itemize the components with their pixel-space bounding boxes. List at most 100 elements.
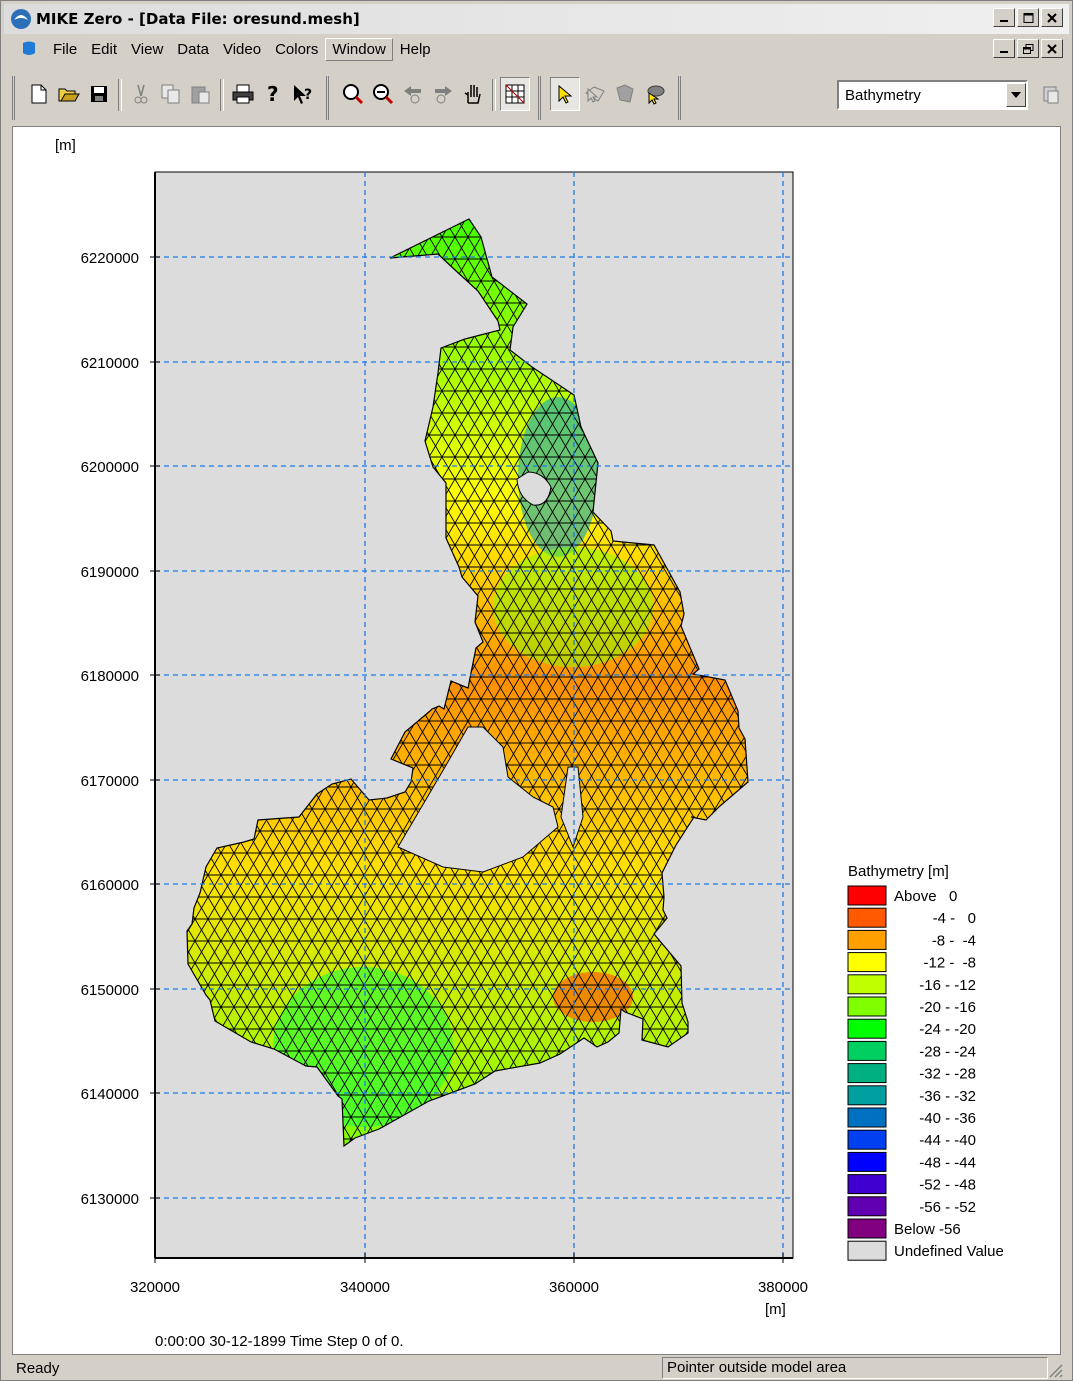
legend-swatch [847, 1040, 887, 1061]
help-button[interactable]: ? [258, 77, 288, 111]
legend-swatch [847, 885, 887, 906]
y-tick-label: 6210000 [81, 355, 139, 372]
legend-label: -40 - -36 [919, 1110, 976, 1127]
legend-title: Bathymetry [m] [848, 863, 949, 880]
x-axis-ticks [154, 1253, 784, 1263]
status-bar: Ready Pointer outside model area [4, 1356, 1069, 1380]
bathymetry-plot[interactable]: [m] [13, 127, 1060, 1354]
close-icon [1047, 43, 1057, 54]
close-icon [1047, 12, 1057, 23]
item-select-dropdown[interactable]: Bathymetry [837, 80, 1028, 110]
menu-colors[interactable]: Colors [275, 40, 319, 58]
y-tick-label: 6160000 [81, 877, 139, 894]
legend-label: -56 - -52 [919, 1199, 976, 1216]
svg-text:?: ? [267, 83, 279, 105]
save-icon [91, 86, 107, 102]
select-lasso-icon [647, 85, 665, 105]
legend-swatch [847, 1063, 887, 1084]
legend-swatch [847, 1218, 887, 1239]
select-region-button[interactable] [610, 77, 640, 111]
legend-swatch [847, 1085, 887, 1106]
zoom-previous-button[interactable] [398, 77, 428, 111]
legend-swatch [847, 952, 887, 973]
y-tick-label: 6200000 [81, 459, 139, 476]
menu-video[interactable]: Video [222, 40, 262, 58]
plot-view[interactable]: [m] [12, 126, 1061, 1355]
menu-file[interactable]: File [53, 40, 78, 58]
cut-icon [134, 84, 148, 104]
zoom-out-button[interactable] [368, 77, 398, 111]
legend-label: -12 - -8 [923, 955, 976, 972]
legend-label: -28 - -24 [919, 1043, 976, 1060]
toolbar-grip [678, 76, 688, 120]
y-tick-label: 6190000 [81, 564, 139, 581]
title-bar[interactable]: MIKE Zero - [Data File: oresund.mesh] [4, 4, 1069, 34]
show-mesh-icon [505, 84, 525, 104]
legend: Bathymetry [m] Above 0 -4 - 0 -8 - -4 -12 -… [847, 863, 1004, 1261]
resize-grip-icon[interactable] [1047, 1362, 1063, 1378]
item-select-value: Bathymetry [845, 86, 921, 104]
zoom-next-button[interactable] [428, 77, 458, 111]
close-button[interactable] [1041, 8, 1063, 27]
restore-icon [1022, 43, 1033, 54]
paste-icon [191, 86, 210, 104]
maximize-button[interactable] [1017, 8, 1039, 27]
x-tick-label: 320000 [130, 1279, 180, 1296]
status-text: Ready [16, 1360, 60, 1377]
legend-label: Below -56 [894, 1221, 961, 1238]
toolbar-grip [12, 76, 22, 120]
dropdown-arrow-button[interactable] [1006, 83, 1026, 107]
doc-close-button[interactable] [1041, 39, 1063, 58]
context-help-icon: ? [294, 85, 312, 104]
print-button[interactable] [228, 77, 258, 111]
select-lasso-button[interactable] [640, 77, 670, 111]
toolbar-separator [118, 79, 122, 111]
select-polygon-button[interactable] [580, 77, 610, 111]
minimize-button[interactable] [993, 8, 1015, 27]
zoom-out-icon [373, 84, 394, 105]
paste-button[interactable] [186, 77, 216, 111]
y-tick-label: 6150000 [81, 982, 139, 999]
menu-edit[interactable]: Edit [91, 40, 118, 58]
zoom-in-button[interactable] [338, 77, 368, 111]
copy-button[interactable] [156, 77, 186, 111]
pan-button[interactable] [458, 77, 488, 111]
legend-label: -4 - 0 [933, 910, 976, 927]
legend-label: -36 - -32 [919, 1088, 976, 1105]
new-file-button[interactable] [24, 77, 54, 111]
toolbar-separator [220, 79, 224, 111]
save-button[interactable] [84, 77, 114, 111]
menu-data[interactable]: Data [177, 40, 209, 58]
menu-window[interactable]: Window [325, 37, 393, 61]
document-icon[interactable] [20, 40, 38, 58]
legend-swatch [847, 907, 887, 928]
maximize-icon [1023, 12, 1033, 23]
y-tick-label: 6130000 [81, 1191, 139, 1208]
minimize-icon [1000, 50, 1008, 53]
legend-swatch [847, 929, 887, 950]
open-button[interactable] [54, 77, 84, 111]
menu-help[interactable]: Help [399, 40, 431, 58]
context-help-button[interactable]: ? [288, 77, 318, 111]
menu-bar: File Edit View Data Video Colors Window … [4, 36, 1069, 62]
cut-button[interactable] [126, 77, 156, 111]
y-unit-label: [m] [55, 137, 76, 154]
zoom-in-icon [343, 84, 364, 105]
legend-swatch [847, 974, 887, 995]
copy-icon [161, 84, 180, 104]
x-unit-label: [m] [765, 1301, 786, 1318]
doc-restore-button[interactable] [1017, 39, 1039, 58]
minimize-icon [1000, 19, 1008, 22]
menu-view[interactable]: View [131, 40, 164, 58]
show-mesh-button[interactable] [500, 77, 530, 111]
legend-label: -52 - -48 [919, 1177, 976, 1194]
status-pointer-pane: Pointer outside model area [662, 1357, 1048, 1379]
select-pointer-button[interactable] [550, 77, 580, 111]
chevron-down-icon [1011, 92, 1021, 98]
select-polygon-icon [585, 86, 605, 103]
print-preview-icon[interactable] [1041, 85, 1061, 105]
doc-minimize-button[interactable] [993, 39, 1015, 58]
time-step-label: 0:00:00 30-12-1899 Time Step 0 of 0. [155, 1333, 404, 1350]
grid [155, 172, 793, 1258]
